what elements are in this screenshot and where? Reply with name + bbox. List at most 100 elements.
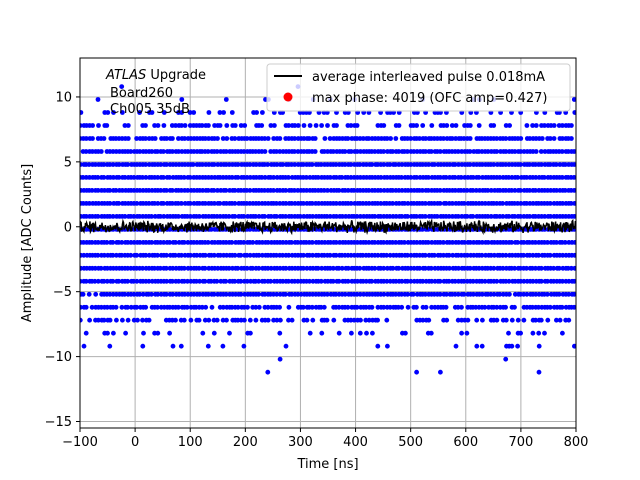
sample-point bbox=[524, 291, 530, 297]
sample-point bbox=[155, 175, 161, 180]
sample-point bbox=[339, 175, 345, 180]
sample-point bbox=[533, 188, 538, 193]
sample-point bbox=[268, 214, 274, 219]
sample-point bbox=[551, 136, 557, 141]
sample-point bbox=[172, 252, 178, 258]
sample-point bbox=[87, 317, 92, 323]
sample-point bbox=[381, 265, 387, 271]
sample-point bbox=[425, 188, 431, 193]
sample-point bbox=[244, 265, 250, 271]
sample-point bbox=[393, 214, 399, 219]
sample-point bbox=[217, 123, 223, 128]
sample-point bbox=[238, 291, 244, 297]
sample-point bbox=[277, 304, 282, 310]
sample-point bbox=[152, 136, 158, 141]
sample-point bbox=[206, 123, 211, 128]
sample-point bbox=[95, 278, 101, 284]
sample-point bbox=[331, 317, 337, 323]
sample-point bbox=[211, 330, 217, 336]
y-tick-label: −5 bbox=[53, 285, 72, 300]
sample-point bbox=[289, 317, 295, 323]
sample-point bbox=[173, 123, 179, 128]
sample-point bbox=[256, 278, 261, 284]
sample-point bbox=[414, 214, 419, 219]
sample-point bbox=[83, 278, 89, 284]
sample-point bbox=[420, 278, 426, 284]
annotation-line-1: ATLAS Upgrade bbox=[105, 68, 206, 83]
sample-point bbox=[336, 188, 342, 193]
sample-point bbox=[274, 252, 279, 258]
sample-point bbox=[235, 175, 241, 180]
sample-point bbox=[518, 201, 524, 206]
sample-point bbox=[533, 240, 538, 245]
sample-point bbox=[471, 291, 476, 297]
sample-point bbox=[467, 136, 473, 141]
sample-point bbox=[123, 330, 128, 336]
sample-point bbox=[369, 304, 375, 310]
sample-point bbox=[551, 265, 556, 271]
sample-point bbox=[372, 240, 378, 245]
sample-point bbox=[173, 240, 178, 245]
sample-point bbox=[187, 201, 193, 206]
sample-point bbox=[459, 304, 464, 310]
sample-point bbox=[199, 123, 205, 128]
sample-point bbox=[450, 201, 455, 206]
sample-point bbox=[274, 214, 279, 219]
sample-point bbox=[309, 162, 315, 167]
legend-label-average-pulse: average interleaved pulse 0.018mA bbox=[312, 70, 545, 85]
sample-point bbox=[140, 343, 146, 349]
sample-point bbox=[488, 214, 494, 219]
sample-point bbox=[244, 278, 250, 284]
sample-point bbox=[247, 175, 253, 180]
sample-point bbox=[405, 291, 410, 297]
sample-point bbox=[533, 265, 538, 271]
sample-point bbox=[429, 304, 434, 310]
sample-point bbox=[122, 123, 128, 128]
sample-point bbox=[503, 252, 509, 258]
sample-point bbox=[96, 317, 101, 323]
sample-point bbox=[146, 201, 152, 206]
sample-point bbox=[369, 278, 375, 284]
sample-point bbox=[491, 265, 497, 271]
sample-point bbox=[307, 330, 313, 336]
sample-point bbox=[215, 188, 220, 193]
sample-point bbox=[509, 343, 515, 349]
sample-point bbox=[185, 149, 191, 154]
sample-point bbox=[119, 240, 125, 245]
sample-point bbox=[262, 149, 268, 154]
sample-point bbox=[494, 149, 500, 154]
sample-point bbox=[503, 149, 509, 154]
sample-point bbox=[173, 317, 178, 323]
sample-point bbox=[101, 136, 107, 141]
sample-point bbox=[366, 188, 372, 193]
sample-point bbox=[256, 265, 262, 271]
sample-point bbox=[286, 317, 291, 323]
sample-point bbox=[509, 188, 514, 193]
sample-point bbox=[569, 123, 574, 128]
sample-point bbox=[554, 240, 559, 245]
sample-point bbox=[375, 123, 381, 128]
sample-point bbox=[450, 252, 456, 258]
sample-point bbox=[333, 240, 339, 245]
sample-point bbox=[515, 317, 521, 323]
sample-point bbox=[497, 291, 503, 297]
sample-point bbox=[444, 317, 450, 323]
sample-point bbox=[211, 162, 217, 167]
sample-point bbox=[455, 304, 461, 310]
sample-point bbox=[521, 317, 527, 323]
sample-point bbox=[336, 278, 342, 284]
sample-point bbox=[107, 343, 113, 349]
sample-point bbox=[515, 343, 520, 349]
x-tick-label: 500 bbox=[398, 435, 423, 450]
x-tick-label: 100 bbox=[178, 435, 203, 450]
sample-point bbox=[506, 278, 512, 284]
sample-point bbox=[170, 291, 176, 297]
sample-point bbox=[512, 265, 517, 271]
sample-point bbox=[542, 149, 548, 154]
sample-point bbox=[509, 317, 515, 323]
sample-point bbox=[116, 175, 122, 180]
sample-point bbox=[342, 162, 348, 167]
sample-point bbox=[116, 201, 122, 206]
sample-point bbox=[572, 110, 576, 115]
sample-point bbox=[358, 149, 363, 154]
